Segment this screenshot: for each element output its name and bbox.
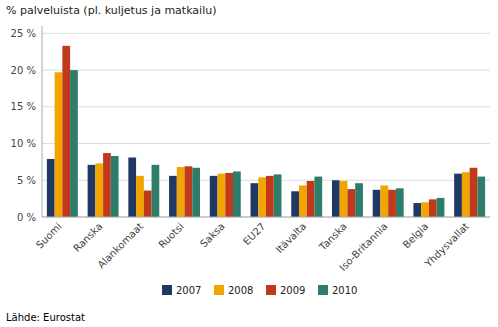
bar <box>470 168 478 217</box>
x-tick-label: Tanska <box>316 221 348 253</box>
grid-line <box>42 70 490 71</box>
bar <box>314 177 322 217</box>
x-tick-label: EU27 <box>241 221 267 247</box>
title: % palveluista (pl. kuljetus ja matkailu) <box>6 4 216 17</box>
bar <box>185 166 193 217</box>
grid-line <box>42 143 490 144</box>
bar <box>307 181 315 217</box>
bar <box>340 181 348 217</box>
bar <box>55 72 63 217</box>
bar <box>169 176 177 217</box>
bar <box>144 191 152 217</box>
bar <box>299 185 307 217</box>
bar <box>421 202 429 217</box>
legend-swatch <box>214 285 224 295</box>
bar <box>429 199 437 217</box>
bar <box>462 172 470 217</box>
grid-line <box>42 106 490 107</box>
legend-swatch <box>266 285 276 295</box>
source-note: Lähde: Eurostat <box>6 312 85 323</box>
bar <box>380 185 388 217</box>
y-tick-label: 20 % <box>11 65 36 76</box>
bar <box>47 159 55 217</box>
bar <box>218 174 226 217</box>
grid-line <box>42 33 490 34</box>
x-axis-line <box>42 217 490 218</box>
x-tick-label: Alankomaat <box>95 221 145 271</box>
chart-container: % palveluista (pl. kuljetus ja matkailu)… <box>0 0 498 327</box>
x-tick-label: Ruotsi <box>156 221 186 251</box>
y-tick-label: 10 % <box>11 138 36 149</box>
bar <box>152 165 160 217</box>
chart-svg: % palveluista (pl. kuljetus ja matkailu)… <box>0 0 498 327</box>
bar <box>258 177 266 217</box>
bar <box>62 46 70 217</box>
bar <box>103 153 111 217</box>
legend-label: 2007 <box>176 285 201 296</box>
x-tick-label: Suomi <box>34 221 64 251</box>
bar <box>454 174 462 217</box>
bar <box>111 156 119 217</box>
grid-line <box>42 217 490 218</box>
bar <box>70 70 78 217</box>
legend-swatch <box>162 285 172 295</box>
bars <box>47 46 485 217</box>
bar <box>192 168 200 217</box>
y-grid <box>42 33 490 217</box>
legend: 2007 2008 2009 2010 <box>162 285 357 296</box>
bar <box>266 176 274 217</box>
x-tick-label: Saksa <box>198 221 227 250</box>
bar <box>413 203 421 217</box>
bar <box>373 190 381 217</box>
y-tick-label: 15 % <box>11 101 36 112</box>
bar <box>274 174 282 217</box>
bar <box>128 157 136 217</box>
bar <box>355 183 363 217</box>
x-tick-label: Iso-Britannia <box>337 221 389 273</box>
x-tick-label: Itävalta <box>274 221 309 256</box>
x-tick-label: Belgia <box>401 221 431 251</box>
bar <box>347 189 355 217</box>
bar <box>437 198 445 217</box>
bar <box>225 173 233 217</box>
bar <box>332 180 340 217</box>
bar <box>477 177 485 217</box>
bar <box>388 190 396 217</box>
bar <box>88 165 96 217</box>
y-tick-label: 5 % <box>17 175 36 186</box>
bar <box>233 171 241 217</box>
y-tick-label: 25 % <box>11 28 36 39</box>
legend-swatch <box>318 285 328 295</box>
bar <box>136 176 144 217</box>
legend-label: 2010 <box>332 285 357 296</box>
bar <box>210 176 218 217</box>
bar <box>251 183 259 217</box>
legend-label: 2008 <box>228 285 253 296</box>
legend-label: 2009 <box>280 285 305 296</box>
x-tick-label: Ranska <box>71 221 104 254</box>
bar <box>396 188 404 217</box>
y-axis-line <box>42 26 43 217</box>
bar <box>95 163 103 217</box>
bar <box>177 167 185 217</box>
x-tick-label: Yhdysvallat <box>422 221 471 270</box>
bar <box>291 191 299 217</box>
y-tick-label: 0 % <box>17 212 36 223</box>
